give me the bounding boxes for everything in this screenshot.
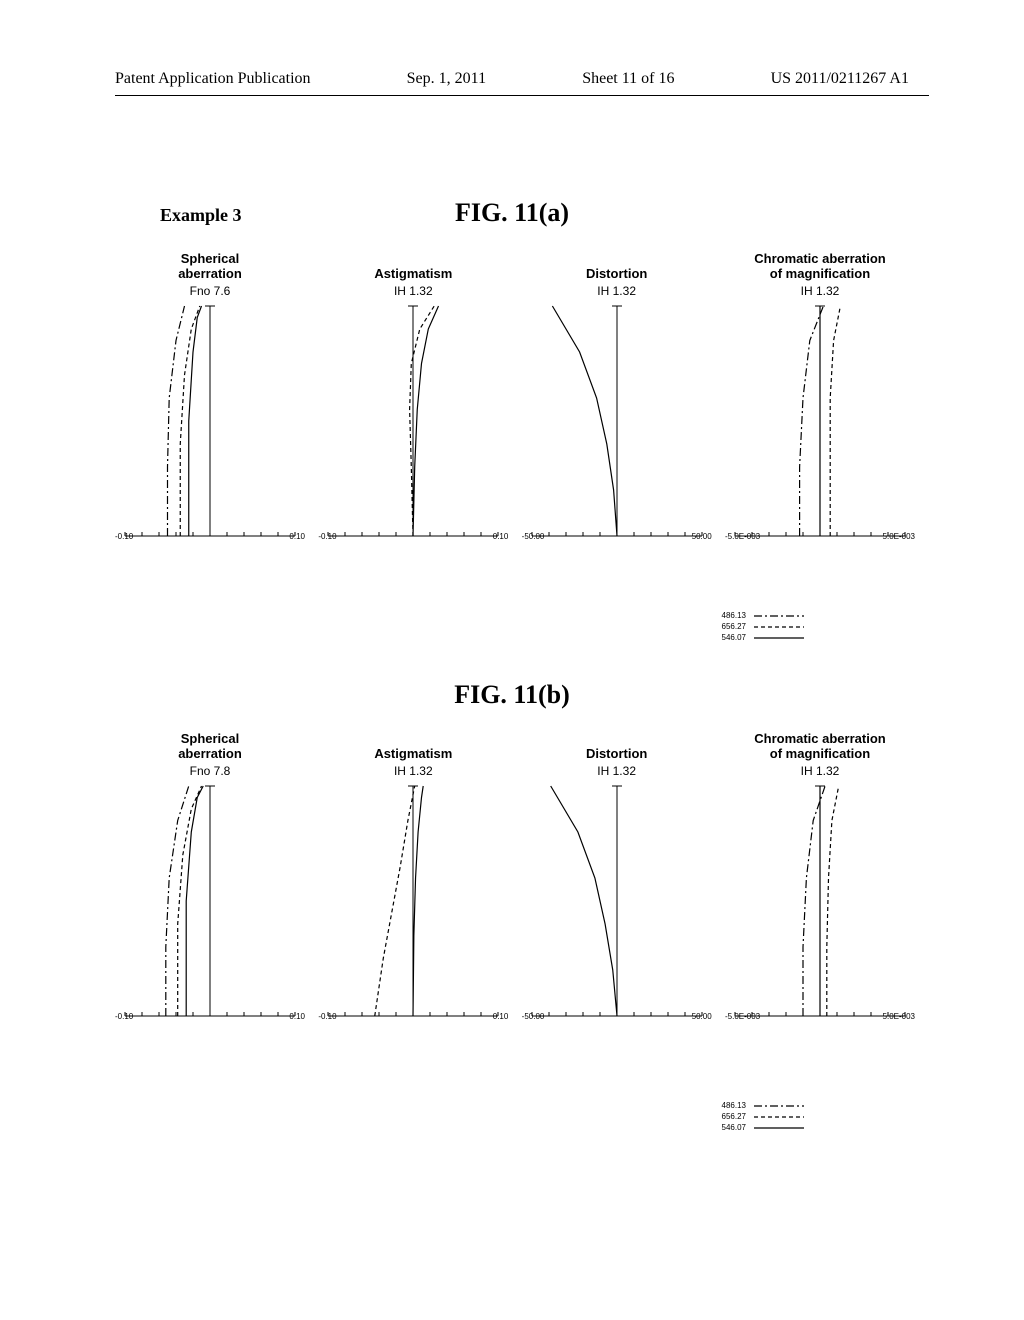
panel-sub: IH 1.32 <box>801 284 840 298</box>
legend-row: 656.27 <box>722 1111 804 1122</box>
plot-b-spherical: -0.10 0.10 <box>125 786 295 1016</box>
legend-wavelength: 656.27 <box>722 1112 746 1121</box>
xmin-label: -50.00 <box>522 1012 545 1021</box>
xmin-label: -0.10 <box>115 1012 133 1021</box>
page-header: Patent Application Publication Sep. 1, 2… <box>0 70 1024 88</box>
xmax-label: 5.0E-003 <box>883 532 915 541</box>
legend-line-icon <box>754 1123 804 1133</box>
panel-a-spherical: Spherical aberration Fno 7.6 -0.10 0.10 <box>110 250 310 536</box>
legend-line-icon <box>754 1112 804 1122</box>
panel-title: Spherical aberration <box>178 730 242 762</box>
legend-a: 486.13 656.27 546.07 <box>722 610 804 643</box>
example-label: Example 3 <box>160 205 242 226</box>
plot-a-astigmatism: -0.10 0.10 <box>328 306 498 536</box>
figure-title-a: FIG. 11(a) <box>455 198 569 228</box>
xmax-label: 0.10 <box>289 1012 305 1021</box>
figure-title-b: FIG. 11(b) <box>454 680 570 710</box>
header-date: Sep. 1, 2011 <box>407 70 486 88</box>
legend-wavelength: 486.13 <box>722 1101 746 1110</box>
legend-row: 486.13 <box>722 1100 804 1111</box>
panel-a-chromatic: Chromatic aberration of magnification IH… <box>720 250 920 536</box>
panel-sub: IH 1.32 <box>597 764 636 778</box>
panel-title: Distortion <box>586 730 647 762</box>
panel-b-distortion: Distortion IH 1.32 -50.00 50.00 <box>517 730 717 1016</box>
legend-wavelength: 656.27 <box>722 622 746 631</box>
panel-sub: IH 1.32 <box>597 284 636 298</box>
legend-row: 656.27 <box>722 621 804 632</box>
legend-b: 486.13 656.27 546.07 <box>722 1100 804 1133</box>
xmax-label: 0.10 <box>493 532 509 541</box>
panel-a-distortion: Distortion IH 1.32 -50.00 50.00 <box>517 250 717 536</box>
legend-wavelength: 486.13 <box>722 611 746 620</box>
xmax-label: 0.10 <box>289 532 305 541</box>
header-left: Patent Application Publication <box>115 70 311 88</box>
xmin-label: -0.10 <box>318 532 336 541</box>
xmin-label: -5.0E-003 <box>725 532 760 541</box>
panel-sub: IH 1.32 <box>394 284 433 298</box>
panel-sub: IH 1.32 <box>801 764 840 778</box>
panel-title: Chromatic aberration of magnification <box>754 730 885 762</box>
legend-row: 546.07 <box>722 1122 804 1133</box>
xmin-label: -50.00 <box>522 532 545 541</box>
panel-title: Astigmatism <box>374 250 452 282</box>
figure-a-row: Spherical aberration Fno 7.6 -0.10 0.10 … <box>110 250 920 536</box>
legend-row: 486.13 <box>722 610 804 621</box>
legend-line-icon <box>754 633 804 643</box>
xmax-label: 50.00 <box>692 532 712 541</box>
header-rule <box>115 95 929 96</box>
header-sheet: Sheet 11 of 16 <box>582 70 674 88</box>
header-pubno: US 2011/0211267 A1 <box>771 70 909 88</box>
legend-wavelength: 546.07 <box>722 1123 746 1132</box>
panel-title: Spherical aberration <box>178 250 242 282</box>
legend-line-icon <box>754 1101 804 1111</box>
xmax-label: 0.10 <box>493 1012 509 1021</box>
panel-sub: IH 1.32 <box>394 764 433 778</box>
figure-b-row: Spherical aberration Fno 7.8 -0.10 0.10 … <box>110 730 920 1016</box>
legend-line-icon <box>754 611 804 621</box>
xmax-label: 50.00 <box>692 1012 712 1021</box>
legend-row: 546.07 <box>722 632 804 643</box>
legend-line-icon <box>754 622 804 632</box>
panel-title: Astigmatism <box>374 730 452 762</box>
xmax-label: 5.0E-003 <box>883 1012 915 1021</box>
plot-a-distortion: -50.00 50.00 <box>532 306 702 536</box>
panel-b-spherical: Spherical aberration Fno 7.8 -0.10 0.10 <box>110 730 310 1016</box>
panel-title: Distortion <box>586 250 647 282</box>
plot-b-astigmatism: -0.10 0.10 <box>328 786 498 1016</box>
panel-sub: Fno 7.8 <box>190 764 231 778</box>
panel-title: Chromatic aberration of magnification <box>754 250 885 282</box>
plot-a-chromatic: -5.0E-003 5.0E-003 <box>735 306 905 536</box>
plot-b-distortion: -50.00 50.00 <box>532 786 702 1016</box>
panel-b-chromatic: Chromatic aberration of magnification IH… <box>720 730 920 1016</box>
plot-b-chromatic: -5.0E-003 5.0E-003 <box>735 786 905 1016</box>
panel-sub: Fno 7.6 <box>190 284 231 298</box>
xmin-label: -0.10 <box>115 532 133 541</box>
xmin-label: -0.10 <box>318 1012 336 1021</box>
plot-a-spherical: -0.10 0.10 <box>125 306 295 536</box>
panel-b-astigmatism: Astigmatism IH 1.32 -0.10 0.10 <box>313 730 513 1016</box>
panel-a-astigmatism: Astigmatism IH 1.32 -0.10 0.10 <box>313 250 513 536</box>
xmin-label: -5.0E-003 <box>725 1012 760 1021</box>
legend-wavelength: 546.07 <box>722 633 746 642</box>
